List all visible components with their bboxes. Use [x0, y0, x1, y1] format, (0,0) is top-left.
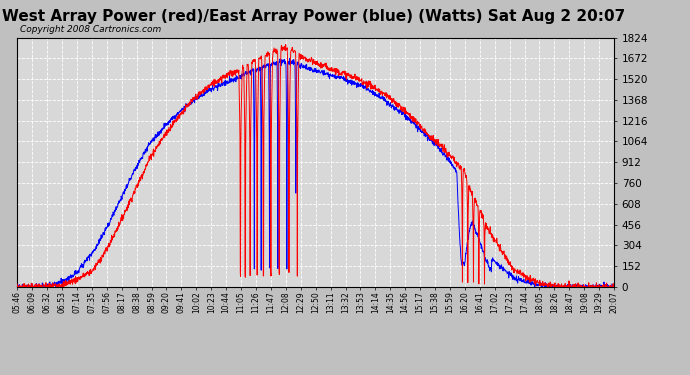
Text: West Array Power (red)/East Array Power (blue) (Watts) Sat Aug 2 20:07: West Array Power (red)/East Array Power …	[2, 9, 626, 24]
Text: Copyright 2008 Cartronics.com: Copyright 2008 Cartronics.com	[20, 25, 161, 34]
